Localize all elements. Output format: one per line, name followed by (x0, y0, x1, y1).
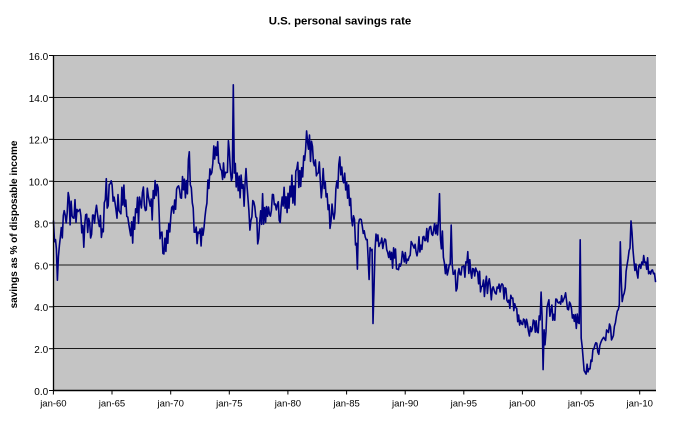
svg-text:jan-80: jan-80 (274, 399, 301, 410)
svg-text:12.0: 12.0 (29, 136, 49, 147)
svg-text:0.0: 0.0 (34, 387, 48, 398)
svg-text:savings as % of disposable inc: savings as % of disposable income (9, 140, 20, 308)
svg-text:jan-00: jan-00 (508, 399, 535, 410)
svg-text:jan-05: jan-05 (567, 399, 594, 410)
svg-text:8.0: 8.0 (34, 219, 48, 230)
svg-text:2.0: 2.0 (34, 345, 48, 356)
svg-text:U.S. personal savings rate: U.S. personal savings rate (269, 16, 411, 28)
svg-text:jan-70: jan-70 (156, 399, 183, 410)
svg-text:jan-85: jan-85 (332, 399, 359, 410)
svg-text:4.0: 4.0 (34, 303, 48, 314)
svg-text:jan-75: jan-75 (215, 399, 242, 410)
svg-text:10.0: 10.0 (29, 178, 49, 189)
svg-text:jan-65: jan-65 (98, 399, 125, 410)
svg-text:jan-10: jan-10 (625, 399, 652, 410)
svg-text:jan-95: jan-95 (450, 399, 477, 410)
svg-text:jan-90: jan-90 (391, 399, 418, 410)
svg-text:16.0: 16.0 (29, 52, 49, 63)
svg-text:jan-60: jan-60 (39, 399, 66, 410)
svg-text:6.0: 6.0 (34, 261, 48, 272)
svg-text:14.0: 14.0 (29, 94, 49, 105)
